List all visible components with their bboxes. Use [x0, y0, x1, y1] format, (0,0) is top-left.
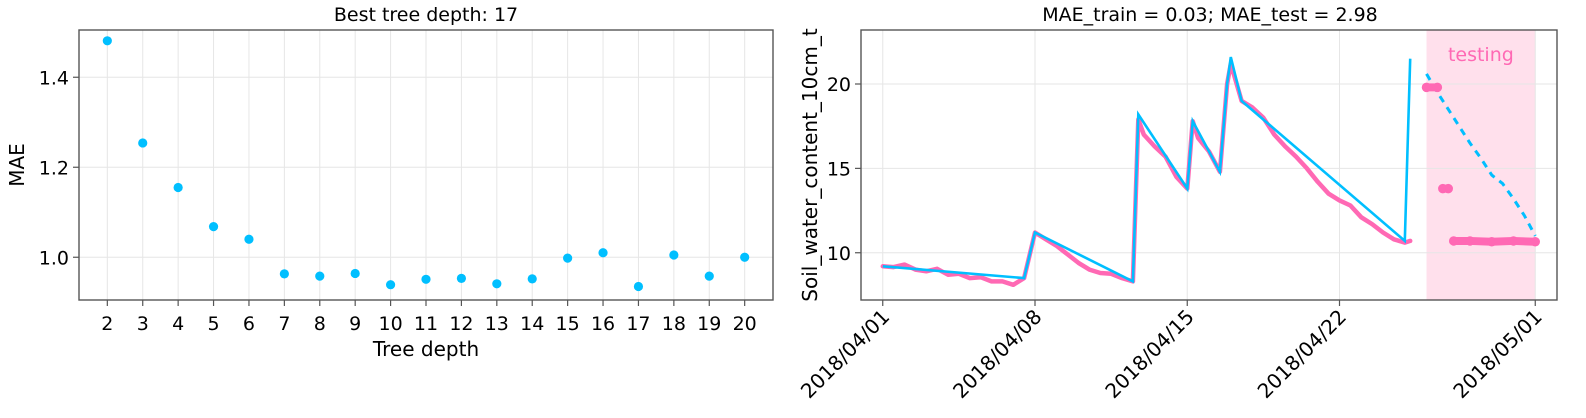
y-axis-label: MAE [5, 143, 29, 187]
x-tick-label: 3 [137, 313, 149, 335]
x-tick-label: 10 [378, 313, 402, 335]
data-points [102, 36, 750, 292]
data-point [704, 271, 714, 281]
chart-title: Best tree depth: 17 [334, 4, 518, 26]
observed-test-point [1487, 237, 1497, 247]
soil-water-chart: MAE_train = 0.03; MAE_test = 2.98 2018/0… [796, 4, 1558, 403]
x-tick-label: 16 [591, 313, 615, 335]
data-point [492, 279, 502, 289]
data-point [350, 268, 360, 279]
data-point [244, 234, 254, 244]
gridlines [861, 30, 1557, 300]
axis-ticks: 2 3 4 5 6 7 8 9 10 11 12 13 14 15 16 17 18 19 20 1.0 1.2 1.4 [39, 67, 757, 335]
y-tick-label: 20 [827, 74, 851, 96]
x-tick-label: 2018/04/08 [948, 305, 1046, 403]
x-tick-label: 20 [733, 313, 757, 335]
data-point [102, 36, 112, 46]
x-tick-label: 18 [662, 313, 686, 335]
data-point [598, 248, 608, 258]
data-point [138, 138, 148, 148]
testing-band [1426, 30, 1536, 300]
y-tick-label: 1.0 [39, 247, 69, 269]
y-tick-label: 1.2 [39, 157, 69, 179]
data-point [633, 281, 644, 292]
x-tick-label: 15 [556, 313, 580, 335]
data-point [208, 222, 219, 232]
x-axis-label: Tree depth [372, 337, 479, 361]
observed-test-point [1530, 237, 1540, 247]
data-point [173, 182, 183, 193]
data-point [669, 250, 679, 260]
data-point [315, 271, 325, 281]
testing-annotation: testing [1448, 44, 1514, 66]
observed-test-point [1465, 236, 1475, 246]
x-tick-label: 2018/04/15 [1100, 305, 1198, 403]
x-tick-label: 2 [101, 313, 113, 335]
y-tick-label: 10 [827, 243, 851, 265]
data-point [527, 274, 537, 284]
x-tick-label: 13 [485, 313, 509, 335]
x-tick-label: 2018/04/01 [796, 305, 894, 403]
data-point [563, 253, 573, 263]
observed-test-point [1438, 183, 1448, 194]
observed-test-point [1421, 82, 1432, 93]
x-tick-label: 12 [449, 313, 473, 335]
x-tick-label: 4 [172, 313, 184, 335]
y-tick-label: 15 [827, 158, 851, 180]
observed-test-point [1448, 236, 1459, 246]
x-tick-label: 14 [520, 313, 544, 335]
chart-title: MAE_train = 0.03; MAE_test = 2.98 [1042, 4, 1378, 26]
data-point [456, 273, 467, 283]
observed-train-line [880, 61, 1413, 288]
model-train-line [882, 56, 1412, 284]
plot-frame [78, 29, 774, 301]
data-point [385, 280, 396, 290]
observed-test-point [1443, 183, 1453, 194]
x-tick-label: 9 [349, 313, 361, 335]
x-tick-label: 2018/04/22 [1253, 305, 1351, 403]
x-tick-label: 5 [208, 313, 220, 335]
x-tick-label: 7 [278, 313, 290, 335]
data-point [279, 269, 289, 279]
x-tick-label: 6 [243, 313, 255, 335]
x-tick-label: 17 [626, 313, 650, 335]
x-tick-label: 8 [314, 313, 326, 335]
x-tick-label: 11 [414, 313, 438, 335]
observed-test-point [1432, 82, 1443, 93]
data-series [880, 56, 1540, 288]
data-point [421, 274, 431, 284]
gridlines [79, 30, 773, 300]
y-tick-label: 1.4 [39, 67, 69, 89]
y-axis-label: Soil_water_content_10cm_t [798, 28, 822, 302]
observed-test-point [1508, 236, 1519, 246]
data-point [740, 252, 750, 262]
x-tick-label: 2018/05/01 [1448, 305, 1546, 403]
model-test-line [1425, 73, 1537, 237]
plot-frame [860, 29, 1558, 301]
x-tick-label: 19 [697, 313, 721, 335]
depth-chart: Best tree depth: 17 2 3 4 5 6 7 8 9 10 11 12 13 14 15… [5, 4, 774, 361]
